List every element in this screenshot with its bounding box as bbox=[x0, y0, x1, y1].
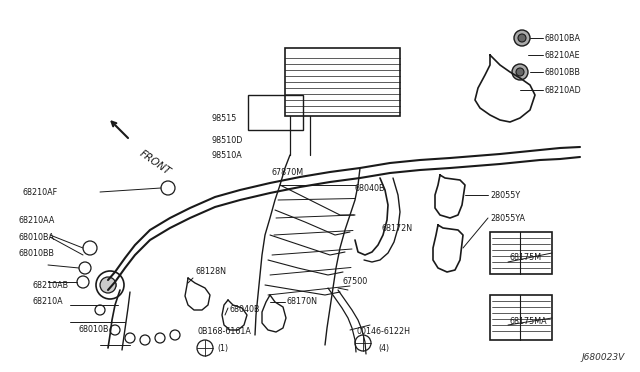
Text: 00146-6122H: 00146-6122H bbox=[357, 327, 411, 337]
Text: 68175MA: 68175MA bbox=[510, 317, 548, 327]
Text: 68210AA: 68210AA bbox=[18, 215, 54, 224]
Text: 68210AF: 68210AF bbox=[22, 187, 57, 196]
Text: (1): (1) bbox=[217, 343, 228, 353]
Text: 68170N: 68170N bbox=[287, 298, 318, 307]
Circle shape bbox=[100, 277, 116, 293]
Bar bbox=[490, 295, 552, 340]
Text: 67870M: 67870M bbox=[272, 167, 304, 176]
Text: J680023V: J680023V bbox=[582, 353, 625, 362]
Circle shape bbox=[514, 30, 530, 46]
Circle shape bbox=[512, 64, 528, 80]
Text: 68210A: 68210A bbox=[32, 298, 63, 307]
Text: 68175M: 68175M bbox=[510, 253, 542, 263]
Circle shape bbox=[516, 68, 524, 76]
Text: 98515: 98515 bbox=[212, 113, 237, 122]
Text: 68040B: 68040B bbox=[355, 183, 385, 192]
Circle shape bbox=[518, 34, 526, 42]
Text: 68210AD: 68210AD bbox=[545, 86, 582, 94]
Bar bbox=[248, 95, 303, 130]
Text: 68172N: 68172N bbox=[382, 224, 413, 232]
Bar bbox=[490, 232, 552, 274]
Text: 68010B: 68010B bbox=[78, 326, 109, 334]
Text: 28055YA: 28055YA bbox=[490, 214, 525, 222]
Text: 68010BA: 68010BA bbox=[18, 232, 54, 241]
Text: 68010BB: 68010BB bbox=[18, 250, 54, 259]
Text: (4): (4) bbox=[378, 343, 389, 353]
Text: 98510D: 98510D bbox=[212, 135, 243, 144]
Text: 68010BB: 68010BB bbox=[545, 67, 581, 77]
Text: FRONT: FRONT bbox=[138, 148, 173, 177]
Bar bbox=[285, 48, 400, 116]
Text: 28055Y: 28055Y bbox=[490, 190, 520, 199]
Text: 68210AB: 68210AB bbox=[32, 280, 68, 289]
Text: 98510A: 98510A bbox=[212, 151, 243, 160]
Text: 68010BA: 68010BA bbox=[545, 33, 581, 42]
Text: 68040B: 68040B bbox=[230, 305, 260, 314]
Text: 67500: 67500 bbox=[343, 278, 368, 286]
Text: 68210AE: 68210AE bbox=[545, 51, 580, 60]
Text: 68128N: 68128N bbox=[195, 267, 226, 276]
Text: 0B168-6161A: 0B168-6161A bbox=[197, 327, 251, 337]
